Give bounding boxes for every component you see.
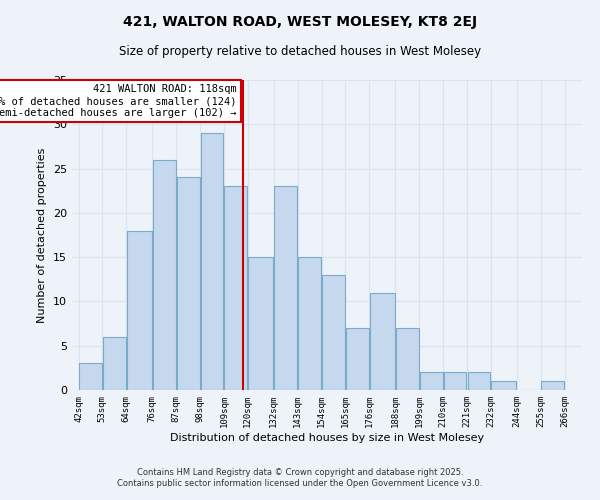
Bar: [153, 160, 176, 390]
Bar: [346, 328, 369, 390]
Bar: [443, 372, 466, 390]
Bar: [396, 328, 419, 390]
Y-axis label: Number of detached properties: Number of detached properties: [37, 148, 47, 322]
Bar: [491, 381, 517, 390]
Bar: [224, 186, 247, 390]
Bar: [200, 133, 223, 390]
Bar: [541, 381, 564, 390]
X-axis label: Distribution of detached houses by size in West Molesey: Distribution of detached houses by size …: [170, 432, 484, 442]
Bar: [127, 230, 152, 390]
Bar: [79, 364, 102, 390]
Bar: [322, 275, 345, 390]
Bar: [420, 372, 443, 390]
Bar: [248, 257, 273, 390]
Bar: [370, 292, 395, 390]
Text: Contains HM Land Registry data © Crown copyright and database right 2025.
Contai: Contains HM Land Registry data © Crown c…: [118, 468, 482, 487]
Bar: [274, 186, 297, 390]
Bar: [103, 337, 126, 390]
Text: Size of property relative to detached houses in West Molesey: Size of property relative to detached ho…: [119, 45, 481, 58]
Bar: [177, 178, 200, 390]
Bar: [467, 372, 490, 390]
Text: 421 WALTON ROAD: 118sqm
← 55% of detached houses are smaller (124)
45% of semi-d: 421 WALTON ROAD: 118sqm ← 55% of detache…: [0, 84, 237, 117]
Text: 421, WALTON ROAD, WEST MOLESEY, KT8 2EJ: 421, WALTON ROAD, WEST MOLESEY, KT8 2EJ: [123, 15, 477, 29]
Bar: [298, 257, 321, 390]
